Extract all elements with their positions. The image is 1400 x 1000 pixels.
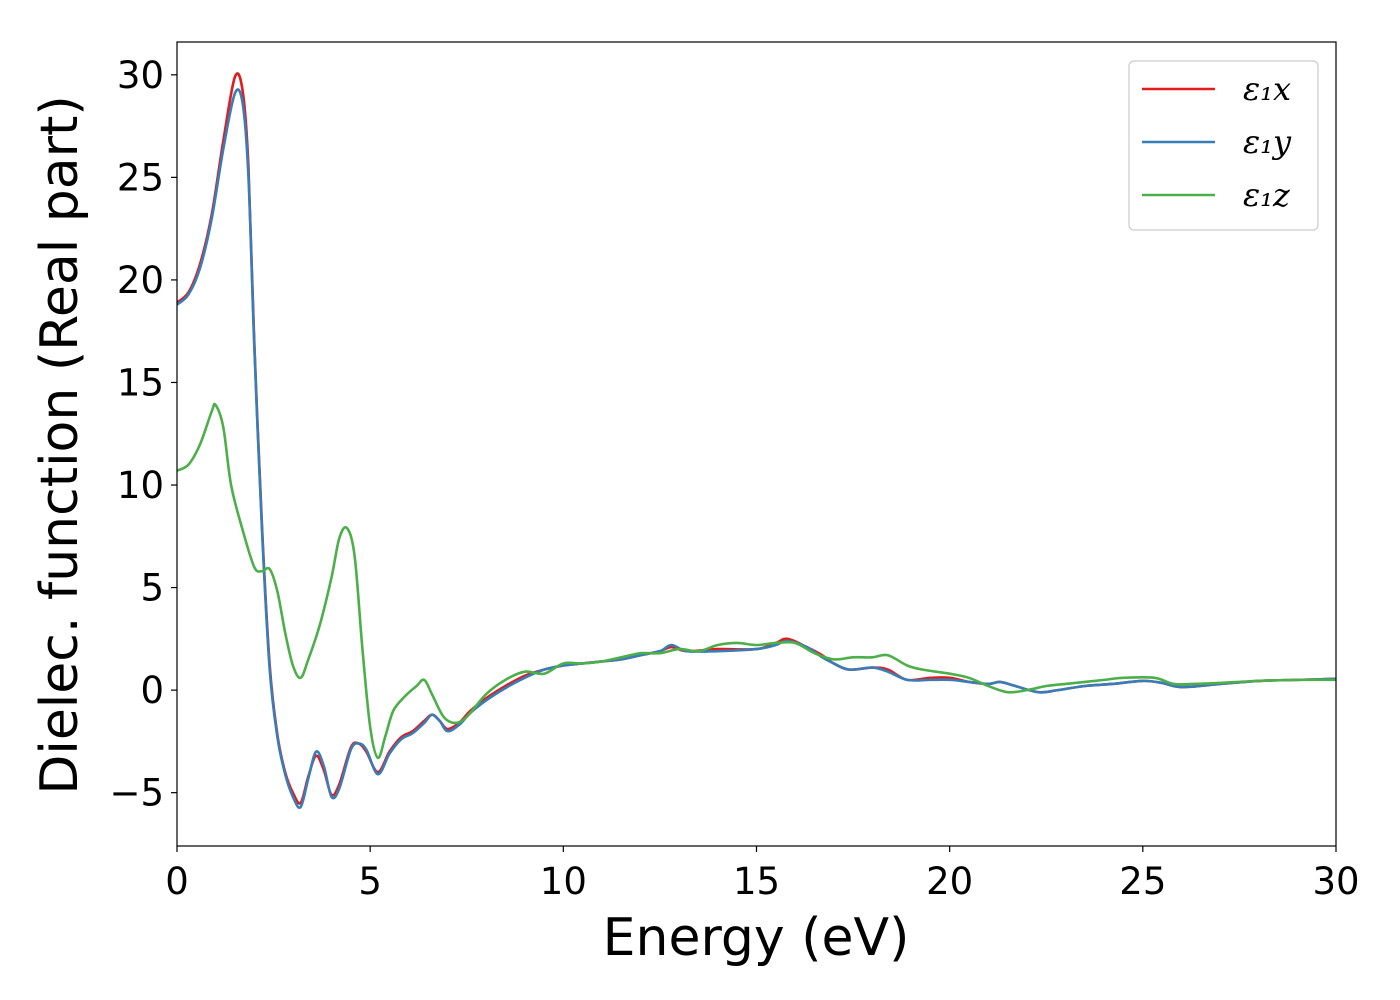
x-tick-label: 0 — [165, 860, 189, 903]
y-tick-label: 5 — [140, 567, 164, 610]
series-line-2 — [177, 88, 1336, 809]
x-tick-label: 20 — [926, 860, 973, 903]
y-tick-label: 0 — [140, 669, 164, 712]
y-tick-label: 15 — [117, 361, 164, 404]
y-tick-label: 30 — [117, 54, 164, 97]
series-line-3 — [177, 402, 1336, 760]
x-tick-label: 25 — [1119, 860, 1166, 903]
y-axis-ticks: −5 0 5 10 15 20 25 30 — [109, 54, 177, 815]
y-tick-label: 10 — [117, 464, 164, 507]
y-tick-label: −5 — [109, 772, 164, 815]
y-tick-label: 25 — [117, 156, 164, 199]
x-axis-title: Energy (eV) — [603, 908, 910, 968]
x-tick-label: 5 — [358, 860, 382, 903]
y-tick-label: 20 — [117, 259, 164, 302]
legend-label: ε₁x — [1243, 70, 1291, 108]
x-tick-label: 30 — [1312, 860, 1359, 903]
legend-label: ε₁z — [1243, 176, 1291, 214]
legend-label: ε₁y — [1243, 123, 1292, 161]
x-tick-label: 10 — [540, 860, 587, 903]
y-axis-title: Dielec. function (Real part) — [30, 95, 90, 794]
legend: ε₁x ε₁y ε₁z — [1128, 60, 1319, 231]
x-axis-ticks: 0 5 10 15 20 25 30 — [165, 846, 1360, 903]
plot-lines — [177, 72, 1336, 809]
x-tick-label: 15 — [733, 860, 780, 903]
legend-box — [1128, 60, 1319, 231]
